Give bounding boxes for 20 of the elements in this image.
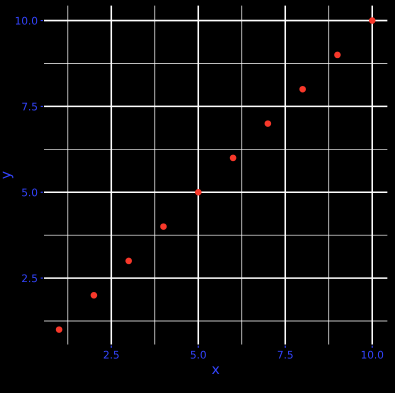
x-tick-label: 10.0 <box>362 350 384 359</box>
point <box>264 120 272 127</box>
point <box>160 223 167 230</box>
point <box>230 154 236 162</box>
point <box>56 326 62 333</box>
point <box>125 258 132 264</box>
x-tick-label: 7.5 <box>278 350 293 359</box>
x-axis-title: x <box>212 366 220 374</box>
x-tick-label: 2.5 <box>104 350 119 359</box>
point <box>299 86 306 92</box>
point <box>90 292 98 299</box>
y-tick-label: 5.0 <box>22 188 38 196</box>
y-tick-label: 7.5 <box>22 102 37 111</box>
x-tick-label: 5.0 <box>190 350 206 359</box>
y-tick-label: 10.0 <box>16 16 38 25</box>
y-axis-title: y <box>2 171 14 179</box>
y-tick-label: 2.5 <box>22 274 37 282</box>
point <box>195 188 202 196</box>
point <box>368 17 376 24</box>
point <box>334 52 341 58</box>
